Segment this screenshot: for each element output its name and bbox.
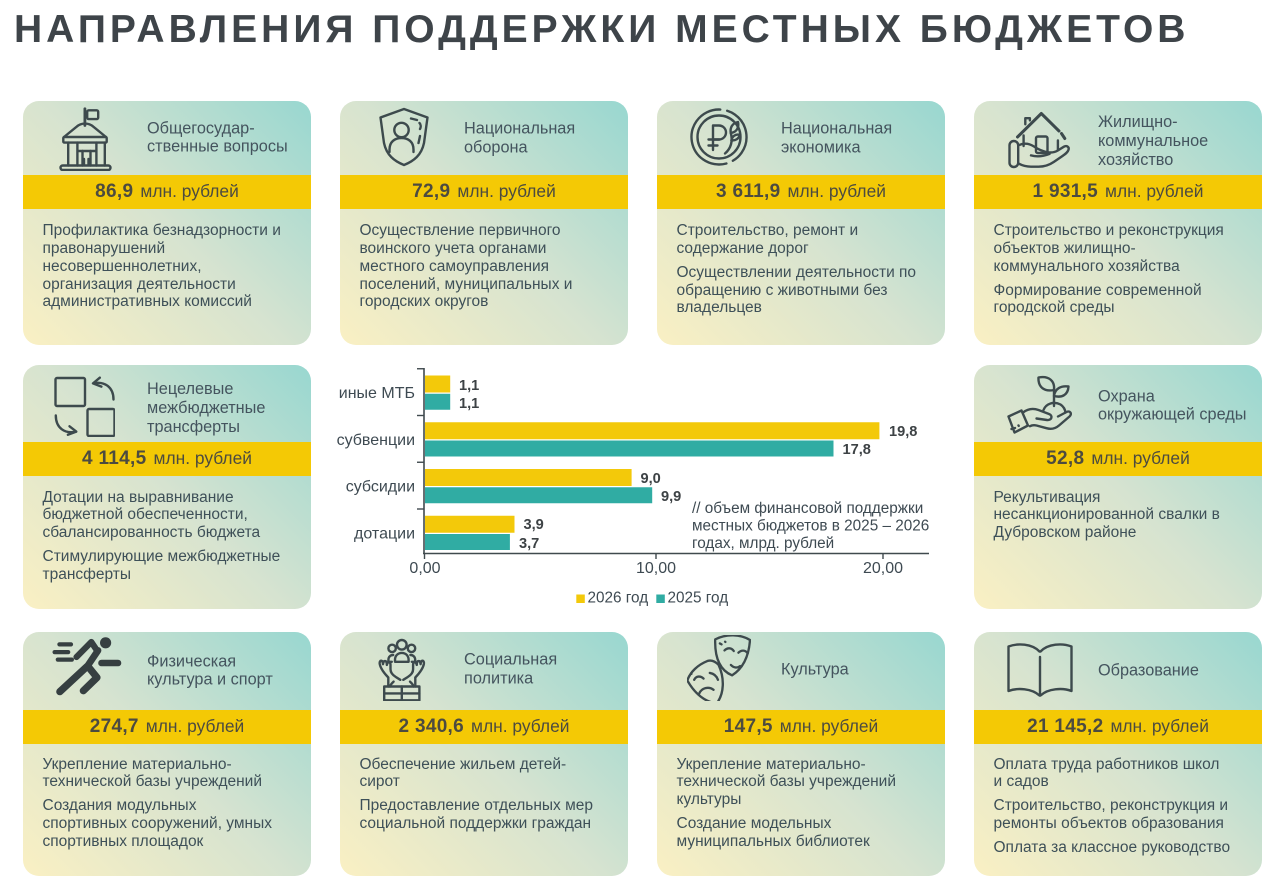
svg-text:2025 год: 2025 год xyxy=(668,590,729,607)
svg-text:1,1: 1,1 xyxy=(459,396,479,412)
svg-text:20,00: 20,00 xyxy=(863,560,903,577)
svg-text:3,9: 3,9 xyxy=(524,517,544,533)
svg-text:17,8: 17,8 xyxy=(843,442,871,458)
svg-text:годах, млрд. рублей: годах, млрд. рублей xyxy=(692,535,834,552)
svg-text:местных бюджетов в 2025 – 2026: местных бюджетов в 2025 – 2026 xyxy=(692,518,929,535)
svg-text:1,1: 1,1 xyxy=(459,378,479,394)
svg-text:9,9: 9,9 xyxy=(661,489,681,505)
svg-text:10,00: 10,00 xyxy=(636,560,676,577)
svg-text:// объем финансовой поддержки: // объем финансовой поддержки xyxy=(692,500,923,517)
svg-text:19,8: 19,8 xyxy=(889,424,917,440)
svg-text:иные МТБ: иные МТБ xyxy=(339,385,415,402)
svg-text:2026 год: 2026 год xyxy=(588,590,649,607)
svg-text:субсидии: субсидии xyxy=(346,479,415,496)
svg-text:дотации: дотации xyxy=(354,526,415,543)
svg-text:0,00: 0,00 xyxy=(409,560,440,577)
svg-text:субвенции: субвенции xyxy=(337,432,415,449)
svg-text:3,7: 3,7 xyxy=(519,536,539,552)
svg-text:9,0: 9,0 xyxy=(641,471,661,487)
